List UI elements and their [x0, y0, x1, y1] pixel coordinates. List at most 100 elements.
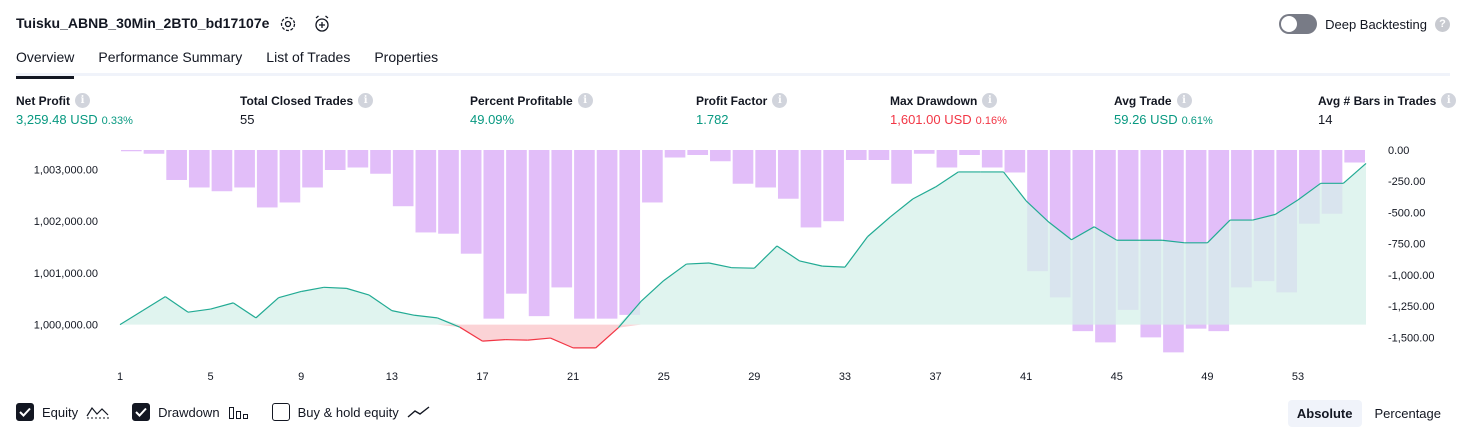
drawdown-bar [710, 150, 731, 162]
right-axis-tick: -1,250.00 [1388, 301, 1434, 313]
deep-backtesting: Deep Backtesting ? [1279, 14, 1450, 34]
equity-line-segment [867, 216, 891, 238]
info-icon[interactable]: i [772, 93, 788, 108]
x-axis-tick: 53 [1292, 371, 1304, 383]
help-question-icon[interactable]: ? [1435, 16, 1450, 32]
checkbox-equity[interactable] [16, 403, 34, 421]
checkbox-drawdown[interactable] [132, 403, 151, 421]
equity-line-segment [459, 326, 483, 342]
drawdown-bar [551, 150, 573, 288]
mode-absolute-button[interactable]: Absolute [1287, 400, 1362, 427]
x-axis-tick: 49 [1201, 371, 1213, 383]
drawdown-bar [574, 150, 595, 319]
equity-line-segment [414, 314, 438, 319]
info-icon[interactable]: i [75, 93, 90, 108]
metric-value: 1.782 [696, 112, 729, 127]
left-axis-tick: 1,000,000.00 [34, 320, 98, 332]
legend-buy-hold-label: Buy & hold equity [297, 404, 399, 420]
equity-line-segment [935, 171, 959, 188]
drawdown-bar [800, 150, 822, 228]
equity-line-segment [232, 302, 257, 319]
metric-profit-factor: Profit Factor i 1.782 [696, 93, 788, 127]
equity-line-segment [527, 337, 551, 341]
legend-buy-hold[interactable]: Buy & hold equity [271, 403, 431, 421]
drawdown-bar [1344, 150, 1365, 163]
tab-bar: Overview Performance Summary List of Tra… [16, 48, 1450, 79]
right-axis-tick: -1,500.00 [1388, 332, 1434, 344]
drawdown-bar [438, 150, 459, 234]
equity-line-segment [1025, 200, 1050, 223]
tab-overview[interactable]: Overview [16, 48, 75, 79]
metric-label: Avg # Bars in Trades [1318, 93, 1437, 108]
deep-backtesting-toggle[interactable] [1279, 14, 1318, 34]
settings-gear-icon[interactable] [278, 14, 298, 34]
legend-drawdown[interactable]: Drawdown [132, 403, 249, 421]
drawdown-bar [981, 150, 1003, 168]
equity-line-segment [822, 265, 845, 268]
x-axis-tick: 21 [567, 371, 579, 383]
tab-performance-summary[interactable]: Performance Summary [98, 49, 243, 65]
x-axis-tick: 17 [476, 371, 488, 383]
metric-percent: 0.61% [1181, 115, 1213, 127]
equity-line-segment [844, 236, 869, 268]
metric-value: 59.26 USD [1114, 112, 1178, 127]
tab-list-of-trades[interactable]: List of Trades [266, 49, 351, 65]
x-axis-tick: 33 [839, 371, 851, 383]
tab-properties[interactable]: Properties [374, 49, 439, 65]
equity-line-segment [164, 296, 189, 313]
legend-drawdown-label: Drawdown [158, 404, 220, 420]
metric-percent-profitable: Percent Profitable i 49.09% [470, 93, 593, 127]
equity-line-segment [617, 300, 642, 329]
info-icon[interactable]: i [1176, 93, 1192, 108]
drawdown-bar [687, 150, 709, 155]
equity-line-segment [1093, 226, 1118, 241]
checkbox-buy-hold[interactable] [271, 403, 290, 421]
info-icon[interactable]: i [982, 93, 998, 108]
info-icon[interactable]: i [1441, 93, 1457, 108]
equity-line-segment [640, 280, 665, 302]
drawdown-bar [596, 150, 618, 319]
mode-percentage-button[interactable]: Percentage [1374, 406, 1442, 421]
x-axis-tick: 25 [658, 371, 670, 383]
equity-line-segment [1252, 213, 1276, 221]
equity-drawdown-chart[interactable]: 1,000,000.00 1,001,000.00 1,002,000.00 1,00… [0, 140, 1466, 395]
metric-label: Total Closed Trades [240, 93, 354, 108]
trend-line-icon [407, 406, 430, 418]
drawdown-bar [460, 150, 482, 254]
equity-line-segment [708, 262, 732, 269]
left-axis-tick: 1,002,000.00 [34, 216, 98, 228]
equity-line-segment [346, 287, 370, 296]
drawdown-bar [302, 150, 323, 188]
drawdown-bar [664, 150, 686, 158]
equity-line-segment [1206, 219, 1231, 244]
metric-label: Percent Profitable [470, 93, 573, 108]
drawdown-bar [211, 150, 233, 192]
x-axis-tick: 45 [1111, 371, 1123, 383]
equity-line-segment [799, 260, 823, 267]
x-axis-tick: 37 [929, 371, 941, 383]
drawdown-bar [392, 150, 414, 207]
drawdown-bar [188, 150, 210, 188]
legend-equity[interactable]: Equity [16, 403, 110, 421]
metric-value: 14 [1318, 112, 1333, 127]
x-axis-tick: 9 [298, 371, 304, 383]
drawdown-bar [959, 150, 980, 155]
drawdown-bar [506, 150, 527, 294]
drawdown-bar [891, 150, 912, 184]
equity-line-segment [753, 245, 778, 269]
metric-value: 55 [240, 112, 255, 127]
add-alert-icon[interactable] [312, 14, 332, 34]
drawdown-bar [732, 150, 754, 184]
equity-line-segment [255, 297, 279, 319]
legend-equity-label: Equity [42, 404, 79, 420]
metric-avg-bars: Avg # Bars in Trades i 14 [1318, 93, 1457, 127]
equity-line-segment [301, 286, 324, 293]
drawdown-bar [913, 150, 935, 154]
drawdown-bar [121, 150, 142, 152]
right-axis-tick: -250.00 [1388, 176, 1425, 188]
drawdown-bar [642, 150, 663, 203]
metric-label: Profit Factor [696, 93, 768, 108]
info-icon[interactable]: i [577, 93, 593, 108]
equity-line-segment [1071, 226, 1095, 241]
info-icon[interactable]: i [358, 93, 374, 108]
